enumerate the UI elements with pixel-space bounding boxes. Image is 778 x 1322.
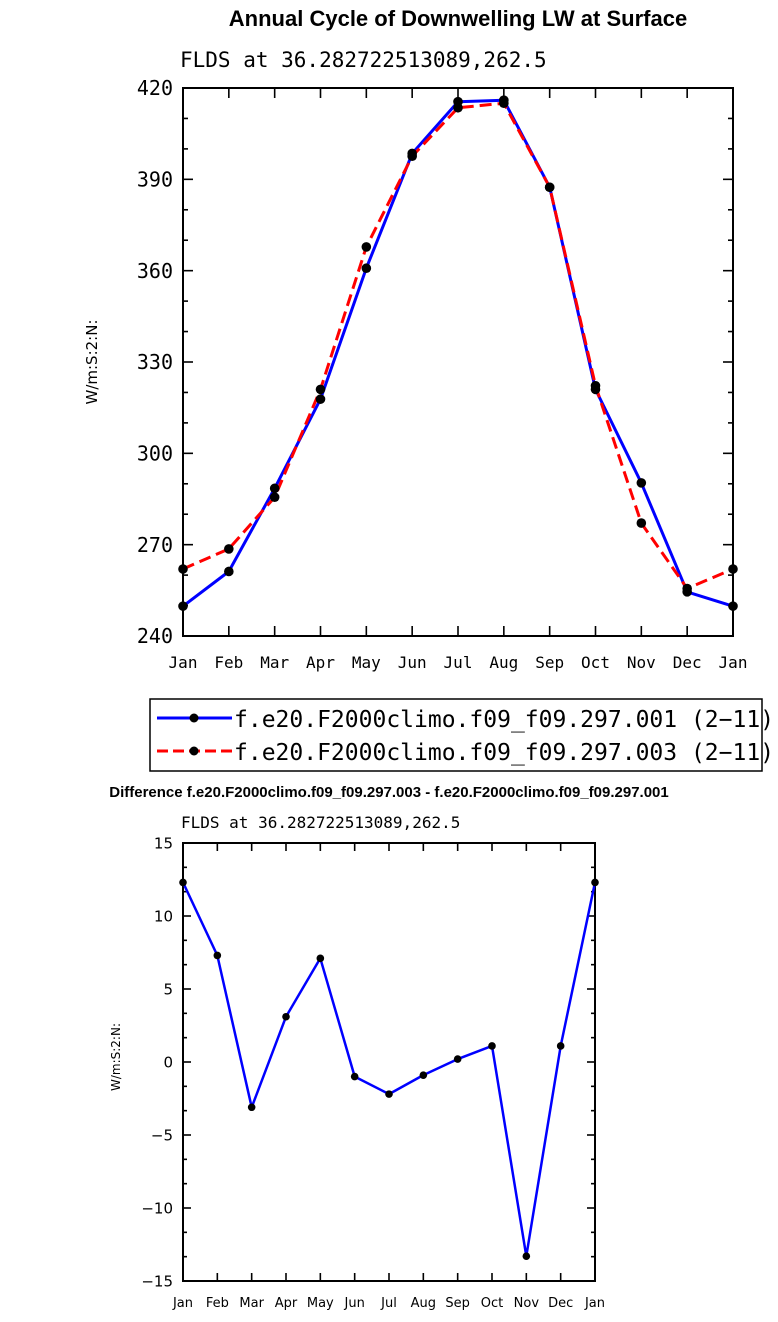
- chart2-xtick-label: Apr: [275, 1296, 298, 1311]
- chart2-series-1-point: [316, 954, 325, 963]
- chart1-series-2-point: [224, 544, 234, 554]
- chart2-ytick-label: 0: [163, 1053, 173, 1071]
- chart2-series-1-point: [591, 878, 599, 887]
- chart2-series-1-point: [350, 1072, 359, 1081]
- chart2-series-1-point: [282, 1012, 290, 1021]
- chart2-series-1-point: [522, 1252, 531, 1260]
- chart1-series-1-point: [315, 394, 326, 404]
- chart1-series-1-point: [178, 601, 188, 611]
- legend-marker-series-2: [189, 746, 199, 756]
- chart2-ytick-label: 15: [154, 834, 173, 852]
- chart1: Annual Cycle of Downwelling LW at Surfac…: [83, 6, 774, 772]
- chart1-xtick-label: Jul: [444, 653, 473, 672]
- chart1-series-2-point: [178, 564, 188, 574]
- chart2-xtick-label: Mar: [239, 1296, 264, 1311]
- chart2-xtick-label: Jul: [380, 1296, 397, 1311]
- chart1-xtick-label: Nov: [627, 653, 656, 672]
- chart1-series-1-point: [636, 478, 647, 488]
- chart1-ytick-label: 390: [137, 168, 173, 192]
- chart2-ytick-label: −5: [151, 1126, 173, 1144]
- chart2-series-1-line: [181, 881, 597, 1258]
- chart1-series-1-point: [269, 483, 280, 494]
- chart1-series-1-point: [361, 263, 372, 274]
- chart1-series-1-point: [224, 566, 234, 577]
- chart2-ylabel: W/m:S:2:N:: [109, 1023, 123, 1091]
- chart1-series-2-point: [453, 102, 463, 113]
- chart1-ytick-label: 330: [137, 350, 173, 374]
- chart1-ytick-label: 420: [137, 76, 173, 100]
- chart1-xtick-label: Jan: [169, 653, 198, 672]
- chart1-xtick-label: Jun: [398, 653, 427, 672]
- chart2-xtick-label: Jan: [172, 1296, 193, 1311]
- chart1-series-2-point: [728, 564, 738, 574]
- chart1-series-1-point: [728, 601, 738, 611]
- chart1-ytick-label: 270: [137, 533, 173, 557]
- chart2-title: Difference f.e20.F2000climo.f09_f09.297.…: [109, 784, 669, 801]
- chart1-ytick-label: 240: [137, 624, 173, 648]
- chart1-xtick-label: Aug: [489, 653, 518, 672]
- chart1-xtick-label: Jan: [719, 653, 748, 672]
- legend-label-series-2: f.e20.F2000climo.f09_f09.297.003 (2−11): [234, 740, 774, 766]
- legend-marker-series-1: [189, 713, 199, 723]
- legend-label-series-1: f.e20.F2000climo.f09_f09.297.001 (2−11): [234, 707, 774, 733]
- chart2-xtick-label: May: [307, 1296, 334, 1311]
- chart1-series-2-point: [544, 182, 555, 193]
- chart2-series-1-point: [179, 878, 187, 887]
- chart1-legend: f.e20.F2000climo.f09_f09.297.001 (2−11) …: [149, 698, 774, 772]
- chart1-subtitle: FLDS at 36.282722513089,262.5: [180, 48, 547, 72]
- chart1-series-2-point: [361, 242, 372, 252]
- chart1-xtick-label: May: [352, 653, 381, 672]
- chart1-plot-frame: [182, 87, 734, 637]
- chart2-series-1-point: [488, 1042, 496, 1050]
- chart2-series-1-point: [419, 1071, 428, 1079]
- chart1-title: Annual Cycle of Downwelling LW at Surfac…: [229, 6, 687, 31]
- chart1-series-2-point: [315, 384, 326, 395]
- chart2-series-1-point: [556, 1042, 565, 1050]
- chart1-xtick-label: Oct: [581, 653, 610, 672]
- chart2-xtick-label: Oct: [481, 1296, 503, 1311]
- chart1-series-2-point: [636, 518, 647, 528]
- chart1-series-2-point: [269, 492, 280, 502]
- chart2-series-1-point: [247, 1103, 256, 1112]
- chart1-series-1-line: [182, 98, 734, 608]
- chart1-ytick-label: 360: [137, 259, 173, 283]
- chart2-xtick-label: Dec: [548, 1296, 573, 1311]
- chart1-xtick-label: Feb: [214, 653, 243, 672]
- chart1-xtick-label: Mar: [260, 653, 289, 672]
- chart2-xtick-label: Sep: [445, 1296, 470, 1311]
- chart2: Difference f.e20.F2000climo.f09_f09.297.…: [109, 784, 669, 1311]
- chart2-xtick-label: Jan: [584, 1296, 605, 1311]
- chart2-ytick-label: −15: [141, 1272, 173, 1290]
- chart2-xtick-label: Nov: [514, 1296, 540, 1311]
- chart2-subtitle: FLDS at 36.282722513089,262.5: [181, 813, 460, 832]
- legend-box: [149, 698, 763, 772]
- chart1-series-2-point: [590, 380, 601, 391]
- chart2-ytick-label: 10: [154, 907, 173, 925]
- chart1-series-2-point: [682, 583, 692, 594]
- chart2-series-1-point: [213, 951, 222, 960]
- chart1-ytick-label: 300: [137, 442, 173, 466]
- chart1-xtick-label: Apr: [306, 653, 335, 672]
- chart2-xtick-label: Jun: [344, 1296, 365, 1311]
- chart1-xtick-label: Dec: [673, 653, 702, 672]
- chart2-xtick-label: Aug: [411, 1296, 436, 1311]
- chart2-ytick-label: −10: [141, 1199, 173, 1217]
- chart2-series-1-point: [453, 1055, 462, 1063]
- chart1-xtick-label: Sep: [535, 653, 564, 672]
- chart2-ytick-label: 5: [163, 980, 173, 998]
- chart2-series-1-point: [385, 1090, 393, 1098]
- chart2-xtick-label: Feb: [206, 1296, 229, 1311]
- chart1-ylabel: W/m:S:2:N:: [83, 320, 101, 405]
- chart1-series-2-line: [182, 101, 734, 590]
- chart1-series-2-point: [499, 98, 509, 109]
- chart1-series-2-point: [407, 151, 417, 161]
